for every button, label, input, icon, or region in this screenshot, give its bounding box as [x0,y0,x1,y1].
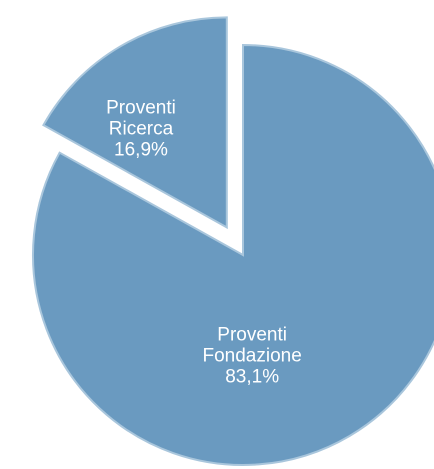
pie-slice [32,43,434,466]
slice-value: 83,1% [225,366,280,388]
slice-category: Proventi Fondazione [202,324,302,367]
slice-label: Proventi Fondazione 83,1% [192,324,312,387]
slice-value: 16,9% [114,139,168,161]
pie-slice [42,16,228,230]
slice-category: Proventi Ricerca [106,97,176,140]
slice-label: Proventi Ricerca 16,9% [81,97,201,160]
